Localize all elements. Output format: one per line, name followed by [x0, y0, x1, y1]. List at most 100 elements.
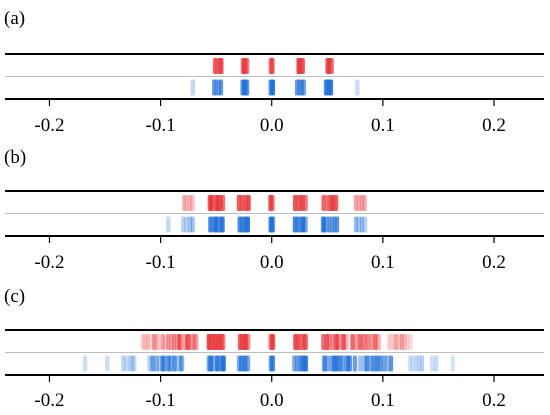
strip-mark: [211, 355, 216, 372]
strip-mark: [340, 355, 346, 372]
strip-mark: [372, 334, 378, 350]
strip-mark: [245, 334, 251, 350]
strip-mark: [361, 334, 367, 350]
panel-label: (b): [4, 147, 26, 168]
strip-mark: [392, 334, 398, 350]
strip-mark: [270, 58, 275, 74]
strip-mark: [357, 334, 362, 350]
strip-mark: [187, 216, 193, 233]
strip-mark: [238, 355, 244, 372]
strip-mark: [416, 355, 422, 372]
strip-mark: [177, 334, 182, 350]
strip-mark: [394, 334, 399, 350]
strip-mark: [152, 334, 157, 350]
strip-mark: [321, 195, 326, 211]
strip-mark: [344, 355, 349, 372]
x-tick-label: 0.2: [482, 390, 506, 411]
strip-mark: [355, 79, 360, 96]
strip-mark: [150, 334, 156, 350]
strip-mark: [303, 195, 308, 211]
panel-label: (c): [4, 286, 25, 307]
strip-mark: [152, 334, 157, 350]
x-tick-label: 0.2: [482, 252, 506, 273]
strip-mark: [129, 355, 135, 372]
strip-mark: [270, 334, 276, 350]
strip-mark: [333, 195, 339, 211]
panel-1: (a) -0.2 -0.1 0.0 0.1 0.2: [4, 8, 544, 136]
strip-mark: [357, 195, 362, 211]
strip-mark: [209, 355, 214, 372]
strip-mark: [364, 355, 370, 372]
strip-mark: [187, 195, 192, 211]
strip-mark: [190, 79, 196, 96]
strip-mark: [321, 334, 326, 350]
strip-mark: [156, 334, 161, 350]
strip-mark: [156, 355, 162, 372]
strip-mark: [140, 334, 145, 350]
strip-mark: [172, 355, 177, 372]
strip-mark: [325, 334, 330, 350]
strip-mark: [270, 216, 276, 233]
panel-2: (b) -0.2 -0.1 0.0 0.1 0.2: [4, 147, 544, 273]
panel-3: (c) -0.2 -0.1 0.0 0.1 0.2: [4, 286, 544, 411]
strip-mark: [353, 195, 359, 211]
strip-mark: [321, 334, 326, 350]
strip-mark: [434, 355, 439, 372]
strip-mark: [361, 334, 367, 350]
strip-mark: [215, 355, 220, 372]
strip-mark: [182, 334, 187, 350]
strip-mark: [166, 334, 171, 350]
strip-mark: [220, 195, 226, 211]
strip-mark: [82, 355, 88, 372]
strip-mark: [270, 195, 275, 211]
x-tick-label: 0.1: [371, 115, 395, 136]
strip-mark: [384, 355, 390, 372]
x-tick-label: 0.2: [482, 115, 506, 136]
strip-mark: [378, 355, 384, 372]
strip-mark: [178, 334, 183, 350]
x-tick-label: -0.1: [146, 115, 176, 136]
strip-mark: [182, 195, 187, 211]
strip-mark: [194, 334, 199, 350]
strip-mark: [381, 355, 386, 372]
strip-mark: [151, 355, 157, 372]
x-tick-label: -0.2: [34, 252, 64, 273]
strip-mark: [160, 355, 166, 372]
strip-mark: [145, 334, 151, 350]
strip-mark: [356, 216, 361, 233]
x-tick-label: -0.2: [34, 390, 64, 411]
strip-mark: [372, 334, 378, 350]
strip-mark: [246, 195, 251, 211]
x-tick-label: 0.0: [260, 390, 284, 411]
strip-mark: [301, 79, 307, 96]
x-tick-label: 0.1: [371, 390, 395, 411]
strip-mark: [347, 355, 353, 372]
x-tick-label: -0.2: [34, 115, 64, 136]
strip-mark: [181, 216, 186, 233]
strip-mark: [154, 355, 159, 372]
strip-mark: [404, 334, 410, 350]
x-tick-label: -0.1: [146, 252, 176, 273]
strip-mark: [124, 355, 130, 372]
strip-mark: [160, 334, 166, 350]
x-tick-label: -0.1: [146, 390, 176, 411]
strip-mark: [419, 355, 425, 372]
strip-mark: [218, 79, 224, 96]
strip-mark: [352, 355, 358, 372]
strip-mark: [376, 334, 382, 350]
strip-mark: [407, 355, 413, 372]
strip-mark: [190, 334, 195, 350]
strip-mark: [369, 334, 374, 350]
strip-mark: [190, 195, 195, 211]
strip-mark: [362, 195, 367, 211]
strip-mark: [402, 334, 407, 350]
strip-mark: [344, 334, 349, 350]
strip-mark: [244, 79, 250, 96]
strip-mark: [382, 355, 388, 372]
strip-mark: [303, 355, 309, 372]
strip-mark: [362, 216, 368, 233]
strip-mark: [245, 58, 250, 74]
strip-mark: [300, 58, 305, 74]
panel-label: (a): [4, 8, 25, 29]
strip-mark: [142, 334, 148, 350]
